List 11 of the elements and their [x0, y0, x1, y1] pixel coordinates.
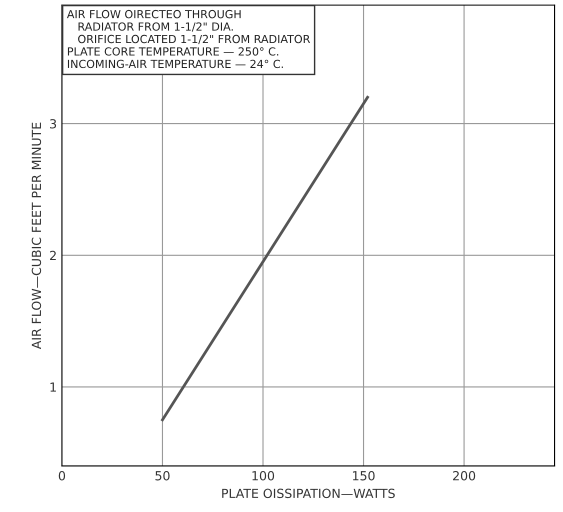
y-tick-label: 1 [50, 382, 56, 392]
annotation: AIR FLOW OIRECTEO THROUGH RADIATOR FROM 1-1/2" DIA. ORIFICE LOCATED 1-1/2" FROM RADIATOR PLATE CORE TEMPERATURE — 250° C. INCOMING-AIR TEMPERATURE — 24° C. [66, 10, 310, 68]
x-tick-label: 200 [453, 471, 476, 480]
y-axis-title: AIR FLOW—CUBIC FEET PER MINUTE [32, 122, 42, 350]
x-axis-title: PLATE OISSIPATION—WATTS [222, 488, 395, 498]
x-tick-label: 0 [58, 471, 66, 480]
x-tick-label: 100 [252, 471, 274, 480]
x-tick-label: 150 [352, 471, 375, 480]
x-tick-label: 50 [155, 471, 170, 480]
y-tick-label: 3 [50, 119, 56, 129]
y-tick-label: 2 [50, 250, 56, 260]
